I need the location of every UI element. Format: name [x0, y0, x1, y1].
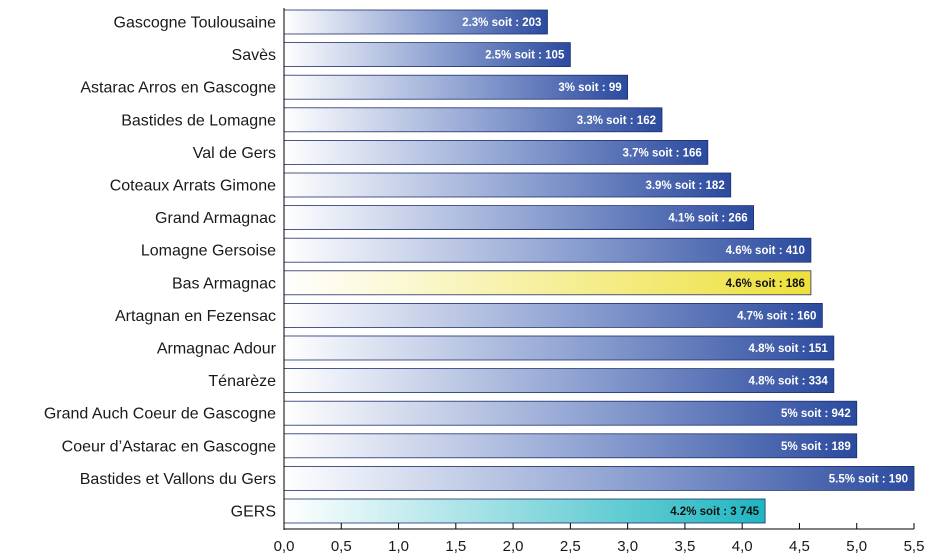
bar [283, 74, 629, 100]
data-label: 5.5% soit : 190 [829, 473, 908, 485]
category-label: Ténarèze [208, 373, 276, 390]
bar [283, 42, 571, 67]
data-label: 4.6% soit : 410 [726, 245, 805, 257]
data-label: 4.1% soit : 266 [668, 213, 747, 225]
category-label: Lomagne Gersoise [141, 243, 276, 260]
bar [283, 335, 835, 361]
x-tick-label: 3,5 [674, 538, 695, 555]
category-label: GERS [231, 504, 276, 521]
x-tick-label: 5,0 [846, 538, 867, 555]
x-tick-label: 0,5 [331, 538, 352, 555]
x-tick-label: 1,5 [445, 538, 466, 555]
data-label: 2.5% soit : 105 [485, 50, 565, 62]
value-labels: 2.3% soit : 203 2.5% soit : 105 3% soit : … [462, 17, 908, 518]
x-tick-label: 4,5 [789, 538, 810, 555]
category-label: Armagnac Adour [157, 341, 277, 358]
bar [283, 139, 709, 165]
category-label: Grand Auch Coeur de Gascogne [44, 406, 276, 423]
x-tick-label: 0,0 [274, 538, 295, 555]
x-tick-label: 3,0 [617, 538, 638, 555]
data-label: 4.2% soit : 3 745 [670, 506, 759, 518]
axes: 0,0 0,5 1,0 1,5 2,0 2,5 3,0 3,5 4,0 4,5 5,0 5,5 [274, 8, 925, 555]
x-tick-label: 5,5 [904, 538, 925, 555]
category-label: Bas Armagnac [172, 275, 276, 292]
data-label: 3% soit : 99 [558, 82, 621, 94]
x-tick-label: 2,0 [503, 538, 524, 555]
bar [283, 433, 858, 459]
data-label: 3.7% soit : 166 [623, 147, 702, 159]
category-label: Coteaux Arrats Gimone [110, 178, 276, 195]
data-label: 3.9% soit : 182 [645, 180, 724, 192]
category-label: Grand Armagnac [155, 210, 276, 227]
bar [283, 9, 548, 35]
data-label: 4.8% soit : 151 [749, 343, 829, 355]
data-label: 5% soit : 189 [781, 441, 851, 453]
x-tick-label: 1,0 [388, 538, 409, 555]
data-label: 3.3% soit : 162 [577, 115, 656, 127]
category-labels: Gascogne Toulousaine Savès Astarac Arros e… [44, 15, 277, 521]
category-label: Gascogne Toulousaine [114, 15, 277, 32]
category-label: Coeur d’Astarac en Gascogne [62, 438, 276, 455]
data-label: 4.8% soit : 334 [749, 376, 829, 388]
category-label: Bastides et Vallons du Gers [80, 471, 276, 488]
data-label: 5% soit : 942 [781, 408, 851, 420]
data-label: 4.6% soit : 186 [726, 278, 805, 290]
bar [283, 400, 858, 426]
category-label: Savès [232, 47, 276, 64]
category-label: Artagnan en Fezensac [115, 308, 276, 325]
data-label: 2.3% soit : 203 [462, 17, 541, 29]
category-label: Bastides de Lomagne [121, 112, 276, 129]
data-label: 4.7% soit : 160 [737, 310, 816, 322]
bar [283, 302, 823, 328]
bar [283, 465, 915, 491]
bars [283, 9, 915, 524]
bar [283, 107, 663, 133]
bar [283, 368, 835, 394]
x-tick-label: 2,5 [560, 538, 581, 555]
bar [283, 205, 755, 231]
x-tick-label: 4,0 [732, 538, 753, 555]
category-label: Val de Gers [193, 145, 276, 162]
category-label: Astarac Arros en Gascogne [80, 80, 276, 97]
